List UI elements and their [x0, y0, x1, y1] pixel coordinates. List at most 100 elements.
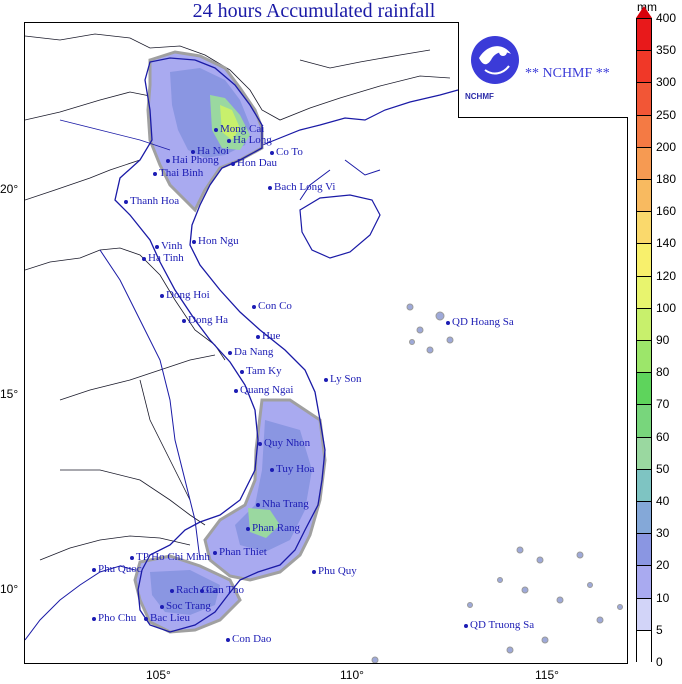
legend-swatch — [636, 533, 652, 566]
city-label: Quy Nhon — [264, 437, 311, 449]
city-marker — [170, 589, 174, 593]
hainan-island — [299, 194, 381, 259]
vietnam-coastline — [137, 59, 326, 633]
legend-swatch — [636, 436, 652, 469]
city-label: Ha Noi — [197, 145, 230, 157]
legend-label: 120 — [656, 268, 677, 283]
legend-label: 200 — [656, 139, 677, 154]
city-label: QD Truong Sa — [470, 619, 535, 631]
city-marker — [200, 589, 204, 593]
city-marker — [214, 128, 218, 132]
country-borders — [25, 33, 451, 561]
x-tick-105: 105° — [146, 668, 171, 682]
city-marker — [252, 305, 256, 309]
city-label: Hon Dau — [237, 157, 278, 169]
city-label: Co To — [276, 146, 303, 158]
legend-label: 350 — [656, 43, 677, 58]
legend-swatch — [636, 18, 652, 51]
legend-label: 70 — [656, 397, 670, 412]
legend-swatch — [636, 82, 652, 115]
legend-swatch — [636, 372, 652, 405]
city-marker — [153, 172, 157, 176]
city-label: Phu Quoc — [98, 563, 142, 575]
gulf-thailand-coast — [25, 565, 136, 641]
city-label: Bac Lieu — [150, 612, 191, 624]
city-marker — [226, 638, 230, 642]
city-label: QD Hoang Sa — [452, 316, 514, 328]
legend-label: 0 — [656, 655, 663, 669]
city-marker — [446, 321, 450, 325]
city-marker — [192, 240, 196, 244]
city-marker — [227, 139, 231, 143]
red-river — [59, 119, 171, 151]
y-tick-20: 20° — [0, 182, 19, 196]
city-label: Bach Long Vi — [274, 181, 336, 193]
paracel-islands — [406, 303, 454, 354]
city-marker — [312, 570, 316, 574]
city-marker — [191, 150, 195, 154]
city-marker — [130, 556, 134, 560]
legend-swatch — [636, 404, 652, 437]
city-marker — [92, 568, 96, 572]
city-label: Con Co — [258, 300, 292, 312]
legend-swatch — [636, 179, 652, 212]
city-marker — [228, 351, 232, 355]
city-label: TP Ho Chi Minh — [136, 551, 210, 563]
city-label: Nha Trang — [262, 498, 309, 510]
city-marker — [160, 605, 164, 609]
legend-label: 400 — [656, 11, 677, 25]
city-marker — [182, 319, 186, 323]
legend-label: 100 — [656, 300, 677, 315]
city-marker — [142, 257, 146, 261]
rain-area-south-central-50 — [248, 508, 280, 538]
legend-swatch — [636, 565, 652, 598]
city-label: Ha Tinh — [148, 252, 184, 264]
city-label: Thai Binh — [159, 167, 204, 179]
city-label: Mong Cai — [220, 123, 265, 135]
legend-swatch — [636, 50, 652, 83]
legend-label: 50 — [656, 461, 670, 476]
legend-label: 90 — [656, 333, 670, 347]
legend-label: 60 — [656, 429, 670, 444]
city-label: Con Dao — [232, 633, 272, 645]
y-tick-15: 15° — [0, 387, 19, 401]
city-label: Quang Ngai — [240, 384, 294, 396]
city-label: Ha Long — [233, 134, 272, 146]
city-marker — [231, 162, 235, 166]
legend-label: 80 — [656, 365, 670, 380]
logo-text: ** NCHMF ** — [525, 66, 610, 81]
city-label: Phu Quy — [318, 565, 357, 577]
legend-label: 160 — [656, 204, 677, 219]
legend-swatch — [636, 114, 652, 147]
legend-swatch — [636, 243, 652, 276]
nchmf-emblem-icon — [471, 36, 519, 84]
city-label: Ly Son — [330, 373, 362, 385]
legend-label: 250 — [656, 107, 677, 122]
rain-area-north-90 — [220, 105, 240, 140]
city-marker — [155, 245, 159, 249]
legend-label: 5 — [656, 622, 663, 637]
city-marker — [234, 389, 238, 393]
city-marker — [213, 551, 217, 555]
city-marker — [464, 624, 468, 628]
x-tick-110: 110° — [340, 668, 364, 682]
legend-swatch — [636, 629, 652, 662]
y-tick-10: 10° — [0, 582, 19, 596]
city-label: Dong Hoi — [166, 289, 210, 301]
city-label: Vinh — [161, 240, 183, 252]
legend-swatch — [636, 597, 652, 630]
rain-area-mekong-20 — [150, 570, 220, 615]
legend-swatch — [636, 146, 652, 179]
city-label: Phan Rang — [252, 522, 300, 534]
x-tick-115: 115° — [535, 668, 559, 682]
city-marker — [256, 335, 260, 339]
legend-label: 40 — [656, 494, 670, 508]
legend-top-arrow — [636, 6, 652, 18]
leizhou-coast — [299, 159, 381, 201]
spratly-islands — [371, 546, 623, 663]
city-label: Dong Ha — [188, 314, 229, 326]
city-marker — [92, 617, 96, 621]
city-label: Phan Thiet — [219, 546, 267, 558]
city-label: Hon Ngu — [198, 235, 239, 247]
legend-swatch — [636, 340, 652, 373]
